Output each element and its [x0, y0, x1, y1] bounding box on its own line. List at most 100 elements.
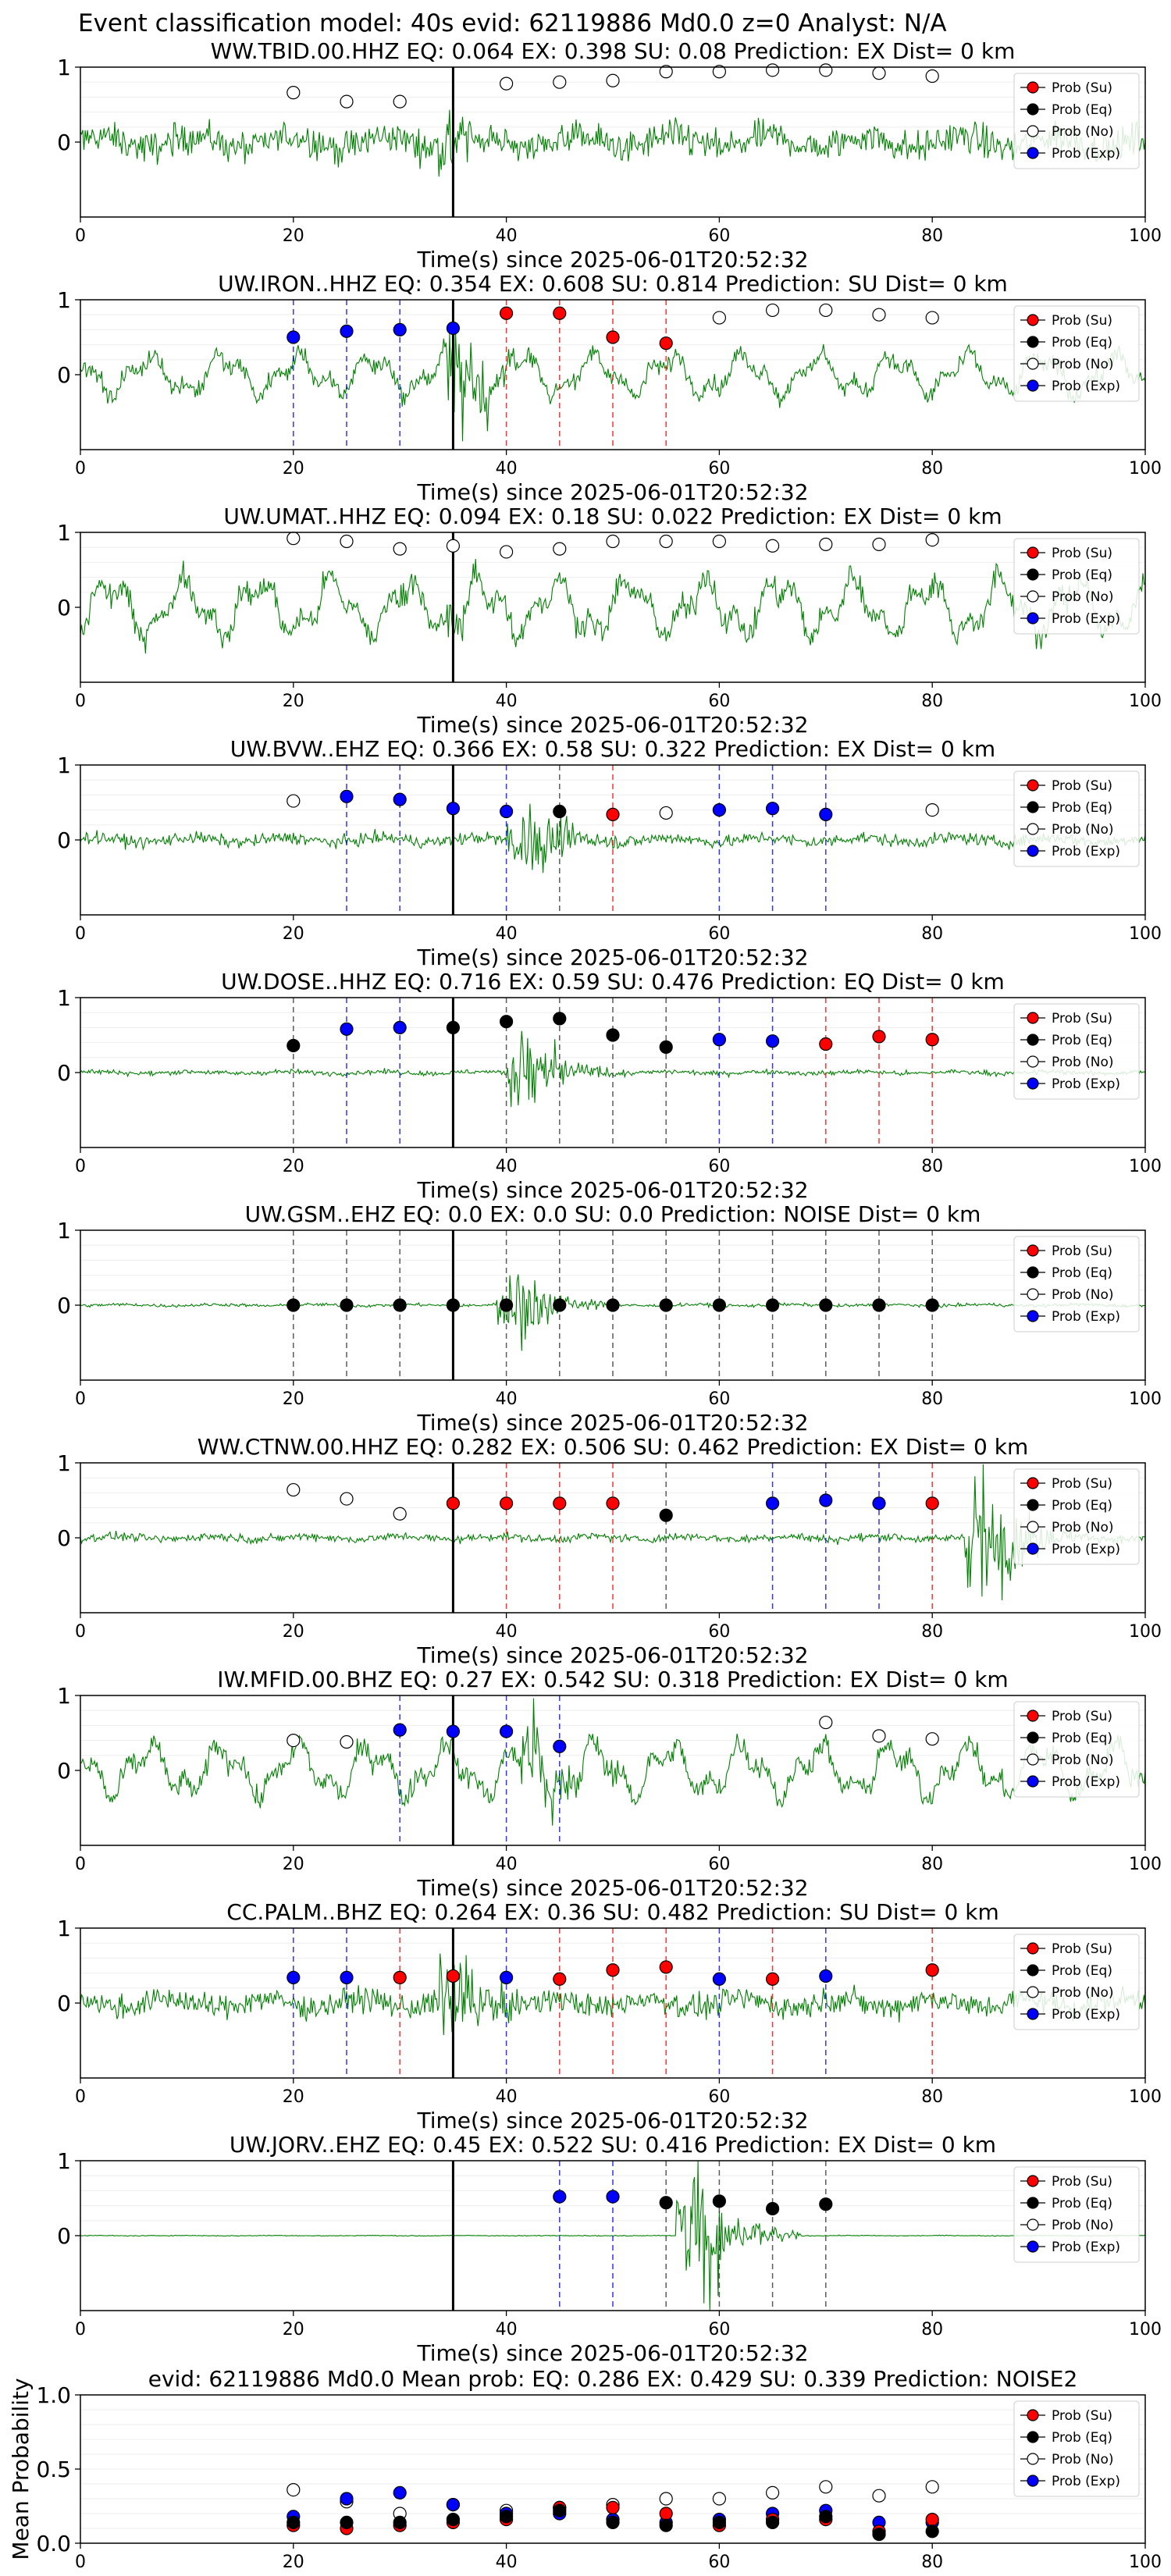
prob-marker-exp: [499, 804, 514, 819]
x-tick-label: 100: [1129, 1157, 1162, 1176]
prob-marker-no: [925, 802, 939, 817]
legend-marker: [1027, 103, 1039, 116]
panels: WW.TBID.00.HHZ EQ: 0.064 EX: 0.398 SU: 0…: [8, 38, 1162, 2572]
x-tick-label: 20: [283, 2320, 304, 2339]
prob-marker-exp: [553, 2190, 567, 2204]
y-tick-label: 1.0: [36, 2382, 71, 2408]
mean-marker-eq: [712, 2515, 727, 2529]
prob-marker-exp: [287, 1970, 301, 1984]
prob-marker-no: [712, 65, 727, 79]
x-tick-label: 20: [283, 1622, 304, 1642]
waveform-trace: [80, 1274, 1146, 1351]
x-tick-label: 80: [921, 226, 943, 246]
legend: Prob (Su) Prob (Eq) Prob (No) Prob (Exp): [1013, 1003, 1140, 1100]
prob-marker-eq: [819, 2197, 833, 2211]
x-tick-label: 80: [921, 692, 943, 711]
mean-marker-eq: [819, 2510, 833, 2524]
prob-marker-exp: [393, 1723, 407, 1737]
mean-marker-no: [712, 2492, 727, 2506]
prob-marker-su: [553, 1972, 567, 1986]
y-tick-label: 0.0: [36, 2531, 71, 2556]
prob-marker-eq: [765, 1298, 780, 1312]
mean-marker-no: [925, 2480, 939, 2494]
prob-marker-no: [819, 63, 833, 77]
legend-marker: [1027, 568, 1039, 581]
legend-label: Prob (Eq): [1052, 102, 1112, 118]
legend-marker: [1027, 2475, 1039, 2487]
x-tick-label: 40: [496, 1622, 518, 1642]
x-tick-label: 60: [708, 692, 730, 711]
prob-marker-no: [765, 63, 780, 77]
legend-marker: [1027, 125, 1039, 137]
mean-marker-eq: [499, 2510, 514, 2524]
prob-marker-no: [819, 303, 833, 318]
x-tick-label: 0: [75, 692, 86, 711]
legend-marker: [1027, 590, 1039, 603]
legend-marker: [1027, 2175, 1039, 2187]
legend-label: Prob (Exp): [1052, 2240, 1120, 2255]
x-tick-label: 80: [921, 1157, 943, 1176]
legend: Prob (Su) Prob (Eq) Prob (No) Prob (Exp): [1013, 538, 1140, 635]
x-tick-label: 60: [708, 1622, 730, 1642]
legend-frame: [1013, 2400, 1140, 2497]
prob-marker-su: [446, 1496, 461, 1510]
prob-marker-eq: [553, 1012, 567, 1026]
legend-marker: [1027, 1288, 1039, 1300]
x-tick-label: 0: [75, 924, 86, 944]
station-panel-5: UW.DOSE..HHZ EQ: 0.716 EX: 0.59 SU: 0.47…: [57, 969, 1162, 1203]
x-tick-label: 80: [921, 2553, 943, 2572]
mean-marker-no: [659, 2492, 673, 2506]
prob-marker-eq: [553, 804, 567, 819]
station-panel-7: WW.CTNW.00.HHZ EQ: 0.282 EX: 0.506 SU: 0…: [57, 1434, 1162, 1668]
x-tick-label: 60: [708, 2320, 730, 2339]
x-tick-label: 20: [283, 1157, 304, 1176]
y-tick-label: 1: [57, 1916, 71, 1941]
prob-marker-su: [765, 1972, 780, 1986]
legend-marker: [1027, 1077, 1039, 1090]
prob-marker-eq: [287, 1038, 301, 1053]
panel-title: UW.BVW..EHZ EQ: 0.366 EX: 0.58 SU: 0.322…: [230, 736, 995, 762]
x-tick-label: 80: [921, 2320, 943, 2339]
legend-label: Prob (Su): [1052, 1244, 1112, 1259]
prob-marker-exp: [340, 1970, 354, 1984]
legend-label: Prob (Su): [1052, 1011, 1112, 1026]
prob-marker-exp: [872, 1496, 886, 1510]
legend-marker: [1027, 2218, 1039, 2231]
y-tick-label: 1: [57, 985, 71, 1011]
prob-marker-no: [340, 1735, 354, 1749]
x-axis-label: Time(s) since 2025-06-01T20:52:32: [416, 479, 808, 505]
legend-frame: [1013, 73, 1140, 169]
prob-marker-su: [819, 1037, 833, 1051]
legend-label: Prob (No): [1052, 1985, 1114, 2001]
legend-label: Prob (Eq): [1052, 1033, 1112, 1048]
legend: Prob (Su) Prob (Eq) Prob (No) Prob (Exp): [1013, 770, 1140, 867]
mean-marker-eq: [553, 2503, 567, 2517]
x-axis-label: Time(s) since 2025-06-01T20:52:32: [416, 1642, 808, 1668]
legend-label: Prob (No): [1052, 357, 1114, 372]
prob-marker-no: [446, 539, 461, 553]
legend-marker: [1027, 379, 1039, 392]
panel-title: UW.GSM..EHZ EQ: 0.0 EX: 0.0 SU: 0.0 Pred…: [245, 1201, 981, 1227]
x-axis-label: Time(s) since 2025-06-01T20:52:32: [416, 712, 808, 738]
prob-marker-su: [606, 1963, 620, 1977]
waveform-trace: [80, 109, 1146, 177]
prob-marker-exp: [393, 792, 407, 806]
legend-marker: [1027, 1542, 1039, 1555]
prob-marker-exp: [446, 1724, 461, 1738]
mean-marker-exp: [340, 2492, 354, 2506]
x-tick-label: 20: [283, 226, 304, 246]
x-axis-label: Time(s) since 2025-06-01T20:52:32: [416, 945, 808, 970]
prob-marker-eq: [712, 1298, 727, 1312]
x-tick-label: 60: [708, 1157, 730, 1176]
prob-marker-su: [553, 306, 567, 320]
prob-marker-no: [393, 542, 407, 556]
legend-marker: [1027, 81, 1039, 94]
legend-label: Prob (No): [1052, 124, 1114, 140]
legend-label: Prob (Eq): [1052, 335, 1112, 350]
prob-marker-eq: [925, 1298, 939, 1312]
x-axis-label: Time(s) since 2025-06-01T20:52:32: [416, 247, 808, 272]
prob-marker-eq: [765, 2201, 780, 2216]
figure-title: Event classification model: 40s evid: 62…: [78, 9, 947, 37]
legend-label: Prob (Su): [1052, 778, 1112, 794]
legend-marker: [1027, 1753, 1039, 1766]
